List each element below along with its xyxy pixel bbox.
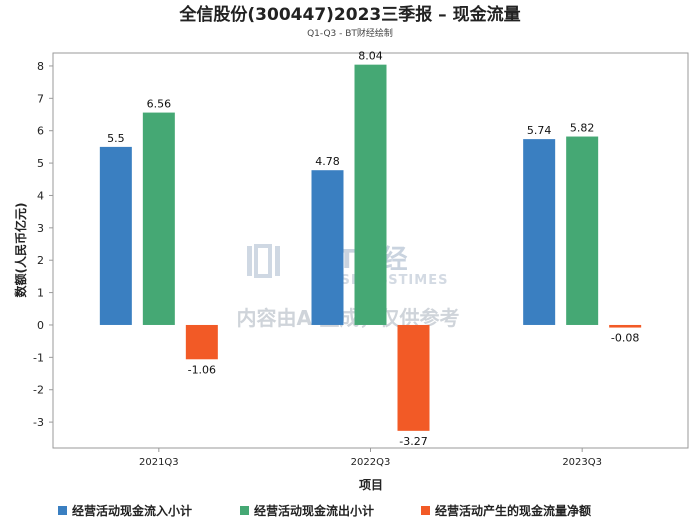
- data-label: -0.08: [611, 332, 639, 345]
- y-tick-label: -3: [33, 416, 44, 429]
- watermark-logo-icon: [247, 244, 280, 278]
- bar: [142, 112, 175, 325]
- y-tick-label: 8: [37, 60, 44, 73]
- y-tick-label: -1: [33, 351, 44, 364]
- chart-subtitle: Q1-Q3 - BT财经绘制: [307, 27, 393, 39]
- data-labels: 5.5 6.56 -1.06 4.78 8.04 -3.27 5.74 5.82 -0.08: [107, 50, 639, 448]
- data-label: 4.78: [315, 155, 340, 168]
- data-label: -1.06: [188, 363, 216, 376]
- x-tick-label: 2021Q3: [139, 457, 179, 468]
- legend-swatch: [240, 506, 249, 515]
- y-tick-label: 3: [37, 222, 44, 235]
- x-axis-ticks: 2021Q3 2022Q3 2023Q3: [139, 448, 602, 468]
- x-tick-label: 2022Q3: [351, 457, 391, 468]
- legend-label: 经营活动现金流入小计: [72, 503, 192, 518]
- bar: [185, 324, 218, 360]
- bar: [354, 64, 387, 325]
- bars: [99, 64, 642, 431]
- bar: [523, 139, 556, 325]
- legend-label: 经营活动现金流出小计: [254, 503, 374, 518]
- data-label: 5.82: [570, 122, 595, 135]
- legend-swatch: [421, 506, 430, 515]
- data-label: 6.56: [147, 98, 172, 111]
- x-axis-label: 项目: [359, 478, 383, 492]
- data-label: 5.74: [527, 124, 552, 137]
- x-tick-label: 2023Q3: [562, 457, 602, 468]
- legend-label: 经营活动产生的现金流量净额: [435, 503, 591, 518]
- y-axis-ticks: 8 7 6 5 4 3 2 1 0 -1 -2 -3: [33, 60, 53, 429]
- y-tick-label: 4: [37, 189, 44, 202]
- legend-swatch: [58, 506, 67, 515]
- y-tick-label: 2: [37, 254, 44, 267]
- y-tick-label: 5: [37, 157, 44, 170]
- chart-title: 全信股份(300447)2023三季报 – 现金流量: [178, 4, 520, 25]
- y-tick-label: 6: [37, 125, 44, 138]
- data-label: -3.27: [399, 435, 427, 448]
- bar: [311, 170, 344, 325]
- data-label: 5.5: [107, 132, 125, 145]
- bar: [397, 324, 430, 431]
- legend: 经营活动现金流入小计 经营活动现金流出小计 经营活动产生的现金流量净额: [58, 503, 591, 518]
- bar: [609, 324, 642, 328]
- data-label: 8.04: [358, 50, 383, 63]
- y-tick-label: 0: [37, 319, 44, 332]
- y-tick-label: 7: [37, 92, 44, 105]
- y-axis-label: 数额(人民币亿元): [13, 203, 28, 298]
- y-tick-label: -2: [33, 384, 44, 397]
- y-tick-label: 1: [37, 287, 44, 300]
- bar: [566, 136, 599, 325]
- bar: [99, 146, 132, 325]
